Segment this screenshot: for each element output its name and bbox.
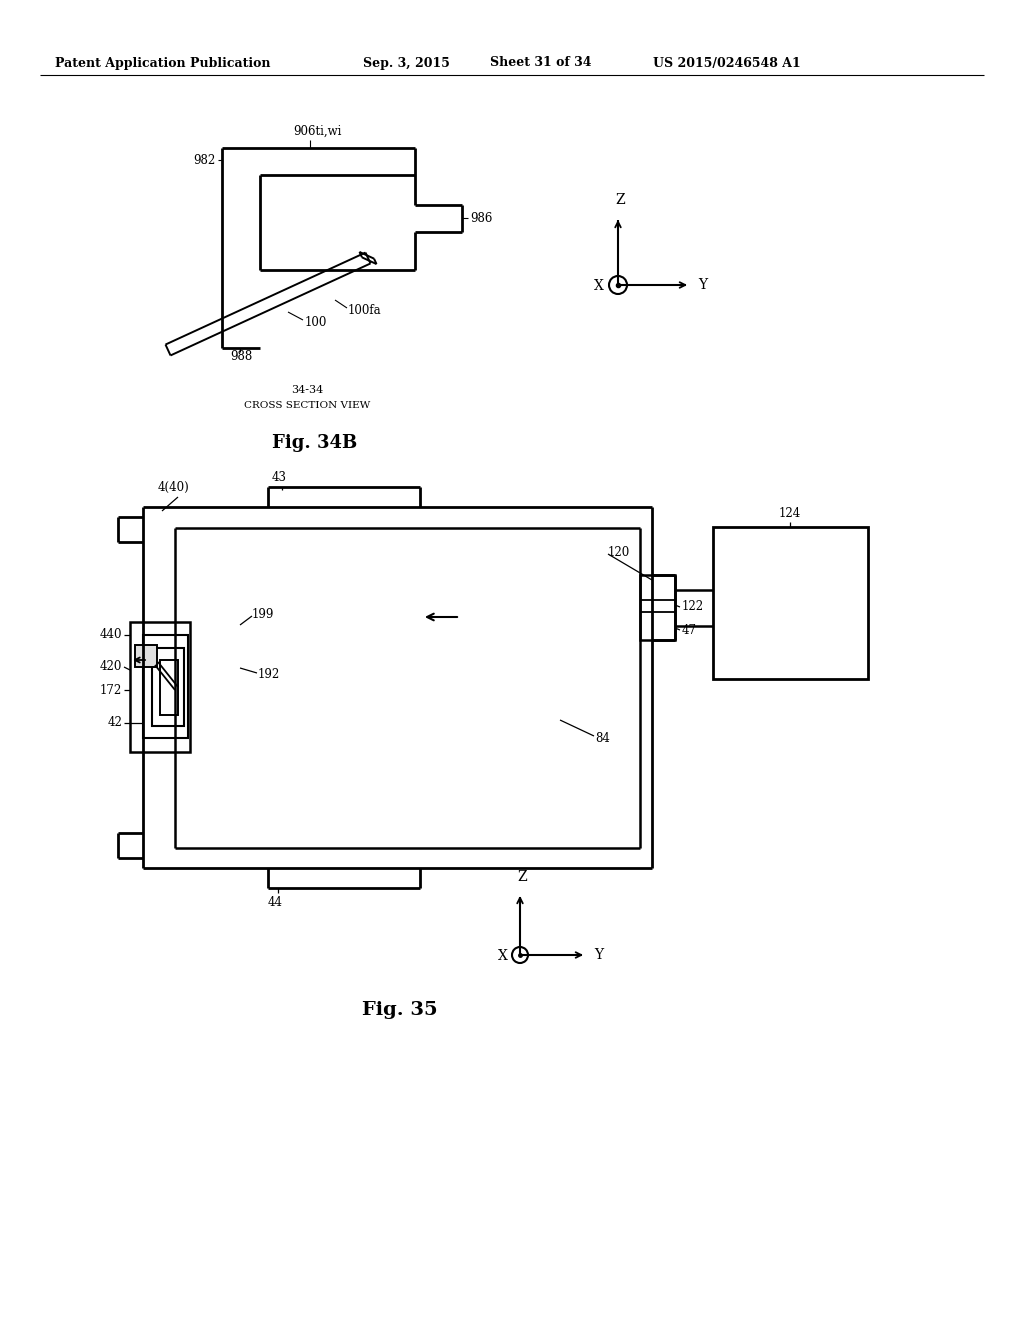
Text: 44: 44	[268, 896, 283, 909]
Text: Sep. 3, 2015: Sep. 3, 2015	[362, 57, 450, 70]
Text: US 2015/0246548 A1: US 2015/0246548 A1	[653, 57, 801, 70]
Text: 47: 47	[682, 623, 697, 636]
Text: 172: 172	[99, 684, 122, 697]
Text: 84: 84	[595, 731, 610, 744]
Text: 420: 420	[99, 660, 122, 673]
Bar	[160, 660, 178, 715]
Text: 42: 42	[108, 717, 122, 730]
Text: 4(40): 4(40)	[158, 480, 189, 494]
Text: 199: 199	[252, 609, 274, 622]
Text: 986: 986	[470, 211, 493, 224]
Text: Z: Z	[517, 870, 526, 884]
Text: 43: 43	[272, 471, 287, 484]
Text: CROSS SECTION VIEW: CROSS SECTION VIEW	[244, 400, 370, 409]
Bar	[152, 648, 184, 726]
Text: Patent Application Publication: Patent Application Publication	[55, 57, 270, 70]
Text: 906ti,wi: 906ti,wi	[293, 125, 341, 139]
Text: Y: Y	[594, 948, 603, 962]
Text: X: X	[594, 279, 604, 293]
Bar	[135, 645, 157, 667]
Text: 988: 988	[230, 350, 252, 363]
Text: Sheet 31 of 34: Sheet 31 of 34	[490, 57, 592, 70]
Text: 440: 440	[99, 628, 122, 642]
Bar	[130, 622, 190, 752]
Text: 124: 124	[779, 507, 801, 520]
Text: Fig. 34B: Fig. 34B	[272, 434, 357, 451]
Text: 192: 192	[258, 668, 281, 681]
Text: 100fa: 100fa	[348, 304, 382, 317]
Bar	[713, 527, 868, 678]
Text: 982: 982	[194, 153, 216, 166]
Bar	[143, 635, 188, 738]
Text: Z: Z	[615, 193, 625, 207]
Text: 100: 100	[305, 315, 328, 329]
Text: 34-34: 34-34	[291, 385, 324, 395]
Text: Y: Y	[698, 279, 708, 292]
Bar	[640, 576, 675, 640]
Text: X: X	[498, 949, 508, 964]
Text: 120: 120	[608, 546, 630, 560]
Text: 122: 122	[682, 601, 705, 614]
Text: Fig. 35: Fig. 35	[362, 1001, 438, 1019]
